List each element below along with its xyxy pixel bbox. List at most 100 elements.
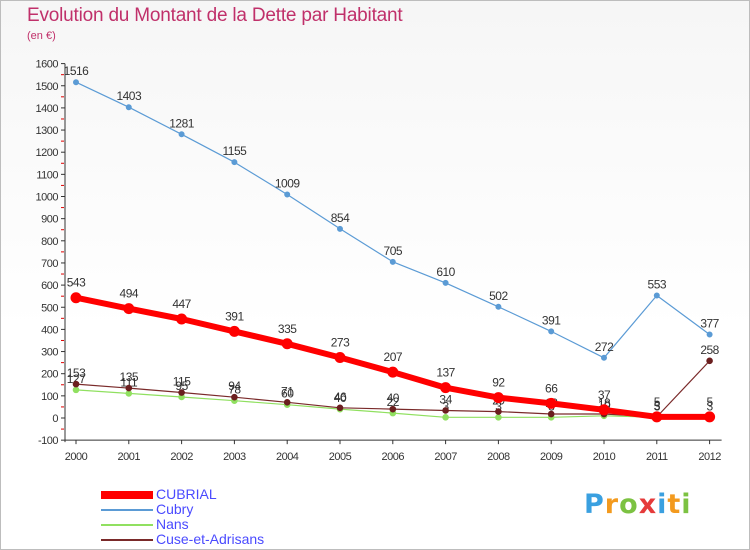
data-label-nans: 3 [443,399,450,413]
data-label-cubry: 1281 [169,116,195,130]
x-tick-label: 2007 [434,451,457,463]
legend-label-nans: Nans [156,516,189,532]
legend-label-cubry: Cubry [156,501,194,517]
x-tick-label: 2009 [540,451,563,463]
data-point-cuse-et-adrisans [283,398,291,406]
legend-item-cubrial: CUBRIAL [101,486,301,503]
data-point-cubry [337,225,343,232]
data-point-nans [442,414,449,421]
data-label-cuse-et-adrisans: 153 [67,366,86,380]
data-point-cubry [231,159,238,166]
legend-item-cuse-et-adrisans: Cuse-et-Adrisans [101,531,301,548]
legend-item-nans: Nans [101,516,301,533]
data-label-cubry: 391 [542,313,561,327]
data-point-cubry [706,331,713,338]
y-tick-label: 500 [41,302,58,314]
y-tick-label: 800 [41,236,58,248]
y-tick-label: 1300 [36,125,59,137]
data-label-nans: 3 [707,399,714,413]
legend-item-cubry: Cubry [101,501,301,518]
logo-letter: x [638,489,658,520]
data-point-cuse-et-adrisans [178,389,185,396]
data-point-cubrial [704,411,716,423]
y-tick-label: 600 [41,280,58,292]
data-point-cuse-et-adrisans [336,404,344,412]
y-tick-label: 1600 [36,59,59,71]
legend-swatch-cuse-et-adrisans [101,539,153,541]
data-label-cubry: 1403 [116,89,142,103]
data-label-cubry: 502 [489,289,508,303]
data-label-cuse-et-adrisans: 40 [387,391,400,405]
data-point-cuse-et-adrisans [495,408,502,415]
legend-swatch-nans [101,524,153,526]
data-label-cubrial: 335 [278,322,297,336]
data-label-cubrial: 66 [545,381,558,395]
data-label-cubry: 1155 [222,144,247,158]
data-point-cubrial [123,303,135,315]
logo-letter: i [681,489,692,520]
y-tick-label: 0 [52,413,58,425]
data-point-cubrial [176,313,188,325]
logo-letter: r [604,489,620,520]
data-label-cubrial: 92 [492,376,505,390]
data-point-nans [495,414,502,421]
x-tick-label: 2010 [593,451,616,463]
data-label-cubrial: 494 [120,287,139,301]
y-tick-label: 700 [41,258,58,270]
data-label-nans: 3 [495,399,502,413]
data-point-cubrial [440,382,452,394]
x-tick-label: 2003 [223,451,246,463]
data-point-cuse-et-adrisans [547,410,555,418]
data-label-nans: 127 [67,372,86,386]
data-point-cubry [125,104,132,111]
data-point-cubry [548,328,555,335]
data-label-cubrial: 447 [172,297,191,311]
data-point-cuse-et-adrisans [442,407,449,414]
data-label-cubry: 705 [384,244,403,258]
data-label-cuse-et-adrisans: 115 [173,375,191,389]
data-label-nans: 40 [334,391,347,405]
data-label-cubrial: 5 [654,395,661,409]
data-point-cuse-et-adrisans [389,405,397,413]
data-label-nans: 78 [228,383,241,397]
data-point-cubry [178,131,185,138]
data-label-cubrial: 391 [225,309,244,323]
data-point-cubrial [387,366,399,378]
y-tick-label: 1100 [36,169,58,181]
data-label-cubrial: 137 [436,366,455,380]
data-point-cuse-et-adrisans [125,384,133,392]
y-tick-label: 200 [41,369,58,381]
y-tick-label: 1000 [36,192,59,204]
data-point-cubry [73,79,79,86]
y-tick-label: 300 [41,347,58,359]
chart-subtitle: (en €) [27,30,56,42]
chart-title: Evolution du Montant de la Dette par Hab… [27,5,403,26]
x-tick-label: 2011 [646,451,668,463]
x-tick-label: 2002 [170,451,193,463]
data-point-cubrial [545,397,557,409]
data-label-cuse-et-adrisans: 5 [654,399,661,413]
data-label-cubry: 854 [331,211,350,225]
legend-swatch-cubrial [101,491,153,499]
logo-letter: i [657,489,668,520]
logo-letter: P [584,489,605,520]
data-label-cubry: 553 [648,278,667,292]
x-tick-label: 2006 [382,451,405,463]
data-point-cubrial [228,325,240,337]
data-point-cubrial [281,338,293,350]
data-point-nans [125,390,133,397]
data-point-cubry [442,279,449,286]
data-label-cubrial: 37 [598,388,611,402]
data-label-nans: 22 [387,395,400,409]
data-point-cubry [653,292,660,299]
data-point-cubry [495,303,502,310]
data-label-cubry: 1009 [275,177,301,191]
logo-letter: t [667,489,682,520]
data-label-cuse-et-adrisans: 34 [439,392,452,406]
y-tick-label: 1500 [36,81,59,93]
data-point-nans [72,386,80,394]
y-tick-label: 1200 [36,147,59,159]
data-point-cubrial [598,404,610,416]
